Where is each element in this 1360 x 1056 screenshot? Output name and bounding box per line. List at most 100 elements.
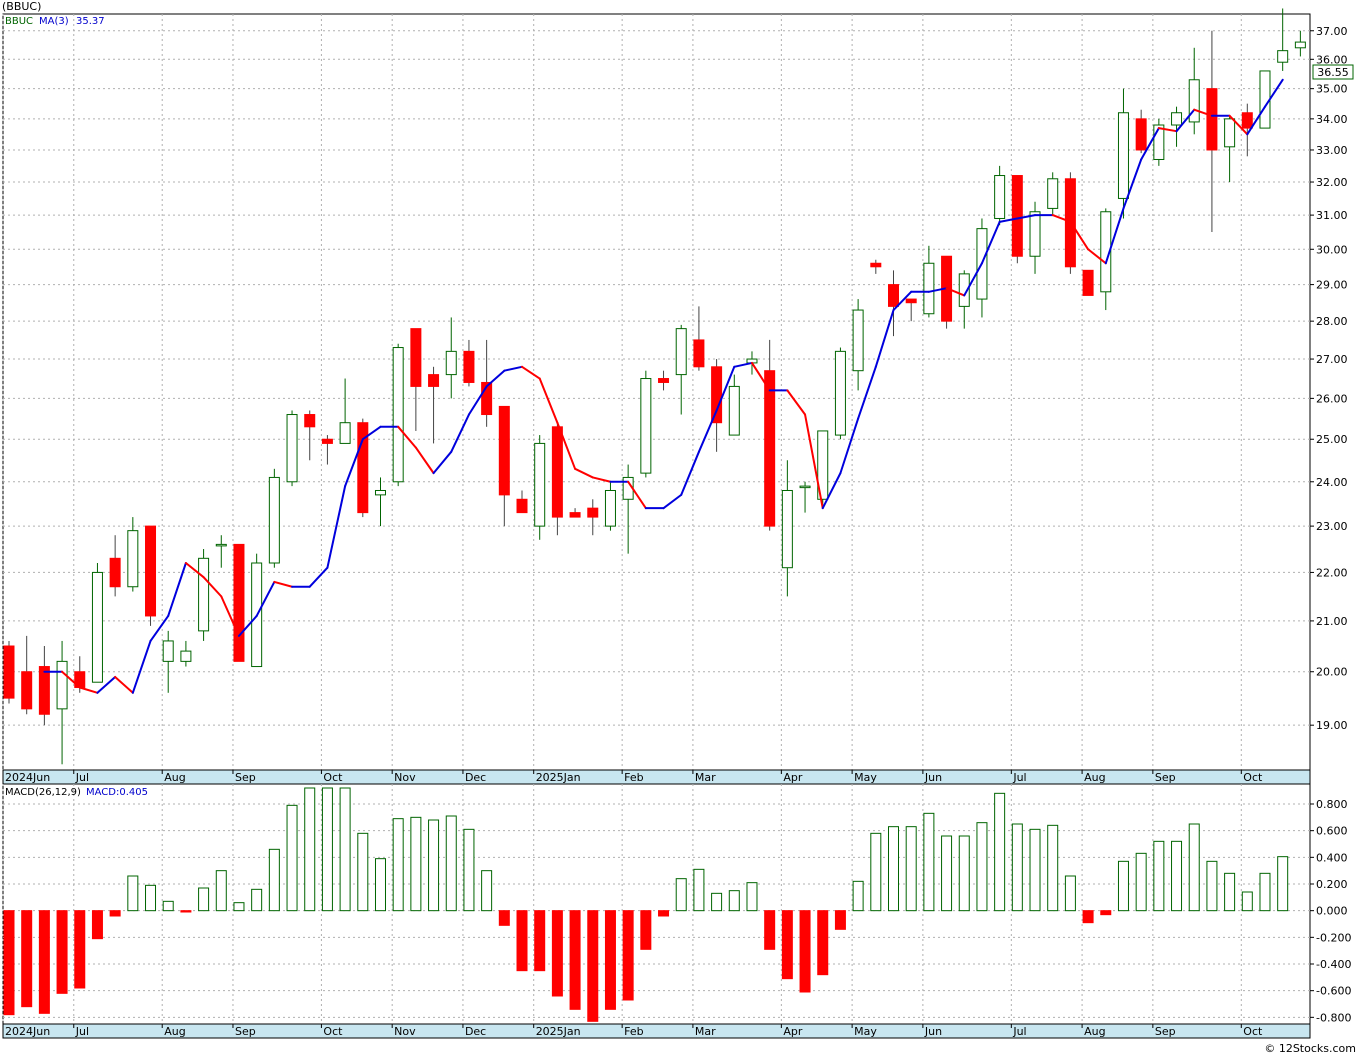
price-tick-label: 27.00 bbox=[1316, 353, 1348, 366]
candle bbox=[1206, 30, 1218, 233]
macd-bar bbox=[852, 880, 864, 912]
macd-bar bbox=[127, 875, 139, 912]
macd-bar bbox=[74, 910, 86, 989]
macd-bar bbox=[1224, 872, 1236, 912]
macd-bar bbox=[604, 910, 616, 1010]
macd-bar bbox=[640, 910, 652, 950]
macd-bar bbox=[145, 884, 157, 912]
macd-bar bbox=[1135, 852, 1147, 912]
macd-tick-label: 0.400 bbox=[1316, 851, 1348, 864]
macd-bar bbox=[286, 804, 298, 912]
candle bbox=[587, 499, 599, 536]
candle-body bbox=[852, 309, 864, 372]
macd-date-label: Aug bbox=[1084, 1025, 1105, 1038]
ma-segment bbox=[998, 217, 1019, 223]
macd-bar bbox=[711, 892, 723, 912]
macd-bar bbox=[587, 910, 599, 1022]
macd-bar bbox=[976, 822, 988, 912]
candle bbox=[711, 359, 723, 452]
macd-date-label: Sep bbox=[1155, 1025, 1176, 1038]
macd-bar bbox=[1153, 840, 1165, 912]
macd-date-label: Oct bbox=[323, 1025, 343, 1038]
macd-bar bbox=[905, 826, 917, 912]
last-price-value: 36.55 bbox=[1317, 66, 1349, 79]
macd-bar bbox=[658, 910, 670, 917]
ma-segment bbox=[1016, 214, 1037, 220]
candle-body bbox=[604, 489, 616, 527]
ma-segment bbox=[521, 365, 541, 380]
macd-date-label: Mar bbox=[695, 1025, 716, 1038]
candle-body bbox=[215, 543, 227, 547]
price-date-label: Sep bbox=[235, 771, 256, 784]
candle-body bbox=[905, 298, 917, 304]
ma-segment bbox=[237, 614, 258, 637]
candle bbox=[693, 306, 705, 371]
ma-segment bbox=[308, 566, 329, 588]
macd-bar bbox=[941, 835, 953, 912]
candle bbox=[781, 460, 793, 597]
candle-body bbox=[374, 489, 386, 496]
candle bbox=[56, 640, 68, 765]
candle-body bbox=[640, 378, 652, 474]
macd-bar bbox=[888, 826, 899, 912]
candle-body bbox=[1206, 88, 1218, 151]
candle-body bbox=[339, 422, 351, 444]
candle-body bbox=[162, 640, 174, 662]
macd-bar bbox=[834, 910, 846, 930]
macd-bar bbox=[1047, 824, 1059, 912]
price-date-label: Dec bbox=[465, 771, 486, 784]
price-date-label: Mar bbox=[695, 771, 716, 784]
macd-bar bbox=[198, 887, 210, 912]
price-date-label: Aug bbox=[164, 771, 185, 784]
legend-symbol: BBUC bbox=[5, 16, 33, 27]
macd-grid bbox=[2, 784, 1310, 1024]
macd-bar bbox=[38, 910, 50, 1014]
candle-body bbox=[1082, 269, 1094, 296]
price-date-label: Nov bbox=[394, 771, 416, 784]
macd-tick-label: -0.800 bbox=[1316, 1011, 1351, 1024]
ma-segment bbox=[326, 485, 347, 569]
candle bbox=[1135, 109, 1147, 154]
last-price-box bbox=[1312, 64, 1354, 80]
ma-segment bbox=[1087, 248, 1107, 265]
candle bbox=[1117, 88, 1129, 219]
ma-segment bbox=[1263, 78, 1284, 108]
macd-bar bbox=[728, 890, 740, 912]
candle bbox=[1029, 201, 1041, 274]
candle-body bbox=[1029, 211, 1041, 257]
price-tick-label: 34.00 bbox=[1316, 113, 1348, 126]
price-date-label: Jul bbox=[75, 771, 89, 784]
price-date-axis-strip bbox=[2, 769, 1311, 785]
macd-bar bbox=[162, 900, 174, 912]
price-date-label: Oct bbox=[323, 771, 343, 784]
macd-bar bbox=[870, 832, 882, 912]
macd-bar bbox=[3, 910, 15, 1016]
candle-body bbox=[1188, 79, 1200, 123]
macd-bar bbox=[1206, 860, 1218, 912]
candle bbox=[1100, 208, 1112, 311]
ma-segment bbox=[78, 686, 99, 694]
price-tick-label: 35.00 bbox=[1316, 83, 1348, 96]
macd-date-label: Sep bbox=[235, 1025, 256, 1038]
macd-date-label: Oct bbox=[1243, 1025, 1263, 1038]
candle-body bbox=[357, 422, 369, 514]
macd-tick-label: -0.200 bbox=[1316, 931, 1351, 944]
price-y-axis: 19.00 20.00 21.00 22.00 23.00 24.00 25.00 26.00… bbox=[1310, 25, 1348, 732]
candle bbox=[127, 517, 139, 592]
macd-bar bbox=[516, 910, 528, 972]
price-tick-label: 28.00 bbox=[1316, 315, 1348, 328]
candle bbox=[180, 640, 192, 667]
ma-segment bbox=[255, 580, 276, 617]
ma-segment bbox=[485, 369, 506, 388]
ma-segment bbox=[220, 595, 240, 637]
ma-segment bbox=[184, 562, 205, 579]
candle bbox=[994, 165, 1006, 226]
ma-segment bbox=[804, 413, 824, 510]
candle-body bbox=[127, 530, 139, 588]
candle bbox=[569, 508, 581, 518]
price-date-label: Sep bbox=[1155, 771, 1176, 784]
candle-body bbox=[1294, 41, 1306, 49]
candle bbox=[339, 378, 351, 444]
macd-bar bbox=[693, 868, 705, 912]
